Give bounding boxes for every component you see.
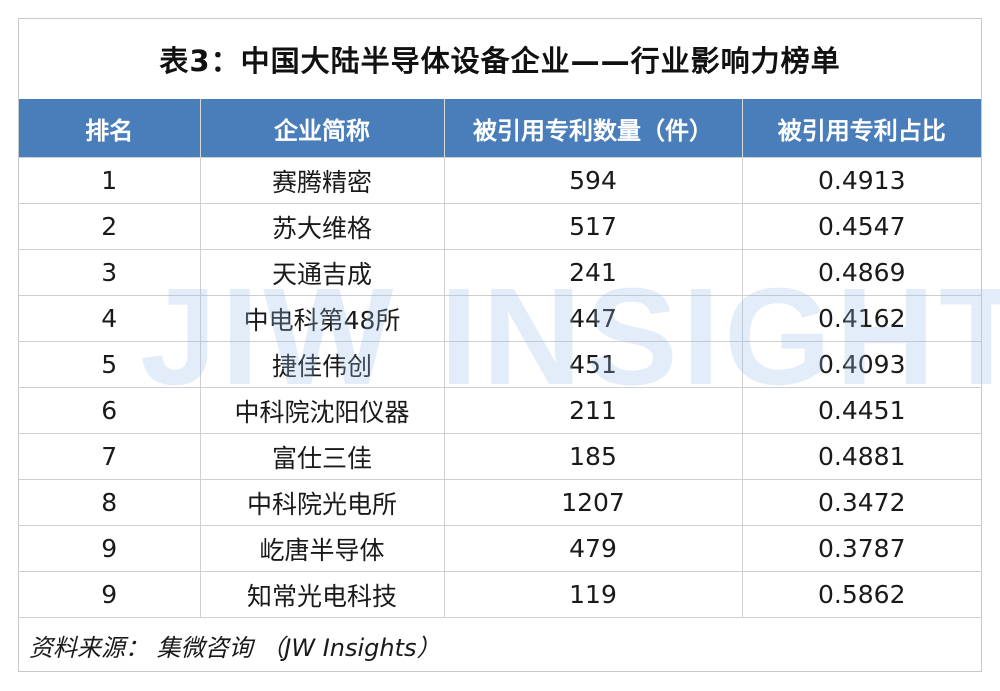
rank-cell: 7 [19, 433, 201, 480]
patent-count-cell: 185 [443, 433, 743, 480]
patent-count-cell: 119 [443, 571, 743, 618]
company-cell: 捷佳伟创 [199, 341, 445, 388]
patent-ratio-cell: 0.4451 [741, 387, 981, 434]
table-row: 9 知常光电科技 119 0.5862 [19, 571, 981, 618]
table-row: 4 中电科第48所 447 0.4162 [19, 295, 981, 342]
patent-count-cell: 479 [443, 525, 743, 572]
company-cell: 天通吉成 [199, 249, 445, 296]
patent-ratio-cell: 0.4913 [741, 157, 981, 204]
source-note: 资料来源： 集微咨询 （JW Insights） [29, 633, 441, 662]
patent-ratio-cell: 0.4869 [741, 249, 981, 296]
patent-ratio-cell: 0.4093 [741, 341, 981, 388]
company-cell: 屹唐半导体 [199, 525, 445, 572]
table-row: 5 捷佳伟创 451 0.4093 [19, 341, 981, 388]
column-header-patent-count: 被引用专利数量（件） [443, 99, 743, 158]
patent-count-cell: 1207 [443, 479, 743, 526]
patent-ratio-cell: 0.3472 [741, 479, 981, 526]
table-title: 表3：中国大陆半导体设备企业——行业影响力榜单 [159, 44, 841, 78]
patent-count-cell: 241 [443, 249, 743, 296]
rank-cell: 4 [19, 295, 201, 342]
patent-ratio-cell: 0.4547 [741, 203, 981, 250]
table-header-row: 排名 企业简称 被引用专利数量（件） 被引用专利占比 [19, 99, 981, 158]
company-cell: 赛腾精密 [199, 157, 445, 204]
patent-ratio-cell: 0.4162 [741, 295, 981, 342]
company-cell: 苏大维格 [199, 203, 445, 250]
table-row: 7 富仕三佳 185 0.4881 [19, 433, 981, 480]
company-cell: 中科院光电所 [199, 479, 445, 526]
rank-cell: 5 [19, 341, 201, 388]
table-frame: 表3：中国大陆半导体设备企业——行业影响力榜单 排名 企业简称 被引用专利数量（… [18, 18, 982, 672]
company-cell: 中科院沈阳仪器 [199, 387, 445, 434]
patent-ratio-cell: 0.3787 [741, 525, 981, 572]
company-cell: 中电科第48所 [199, 295, 445, 342]
table-row: 3 天通吉成 241 0.4869 [19, 249, 981, 296]
ranking-table: 排名 企业简称 被引用专利数量（件） 被引用专利占比 1 赛腾精密 594 0.491… [19, 99, 981, 618]
patent-ratio-cell: 0.5862 [741, 571, 981, 618]
patent-count-cell: 447 [443, 295, 743, 342]
patent-count-cell: 451 [443, 341, 743, 388]
rank-cell: 9 [19, 571, 201, 618]
table-row: 9 屹唐半导体 479 0.3787 [19, 525, 981, 572]
rank-cell: 6 [19, 387, 201, 434]
table-body: 1 赛腾精密 594 0.4913 2 苏大维格 517 0.4547 3 天通吉成 241 0.48… [19, 157, 981, 618]
patent-count-cell: 211 [443, 387, 743, 434]
patent-ratio-cell: 0.4881 [741, 433, 981, 480]
column-header-rank: 排名 [19, 99, 201, 158]
table-row: 2 苏大维格 517 0.4547 [19, 203, 981, 250]
column-header-patent-ratio: 被引用专利占比 [741, 99, 981, 158]
rank-cell: 2 [19, 203, 201, 250]
rank-cell: 9 [19, 525, 201, 572]
company-cell: 富仕三佳 [199, 433, 445, 480]
patent-count-cell: 594 [443, 157, 743, 204]
table-row: 1 赛腾精密 594 0.4913 [19, 157, 981, 204]
table-row: 6 中科院沈阳仪器 211 0.4451 [19, 387, 981, 434]
column-header-company: 企业简称 [199, 99, 445, 158]
company-cell: 知常光电科技 [199, 571, 445, 618]
rank-cell: 1 [19, 157, 201, 204]
patent-count-cell: 517 [443, 203, 743, 250]
rank-cell: 3 [19, 249, 201, 296]
rank-cell: 8 [19, 479, 201, 526]
table-row: 8 中科院光电所 1207 0.3472 [19, 479, 981, 526]
